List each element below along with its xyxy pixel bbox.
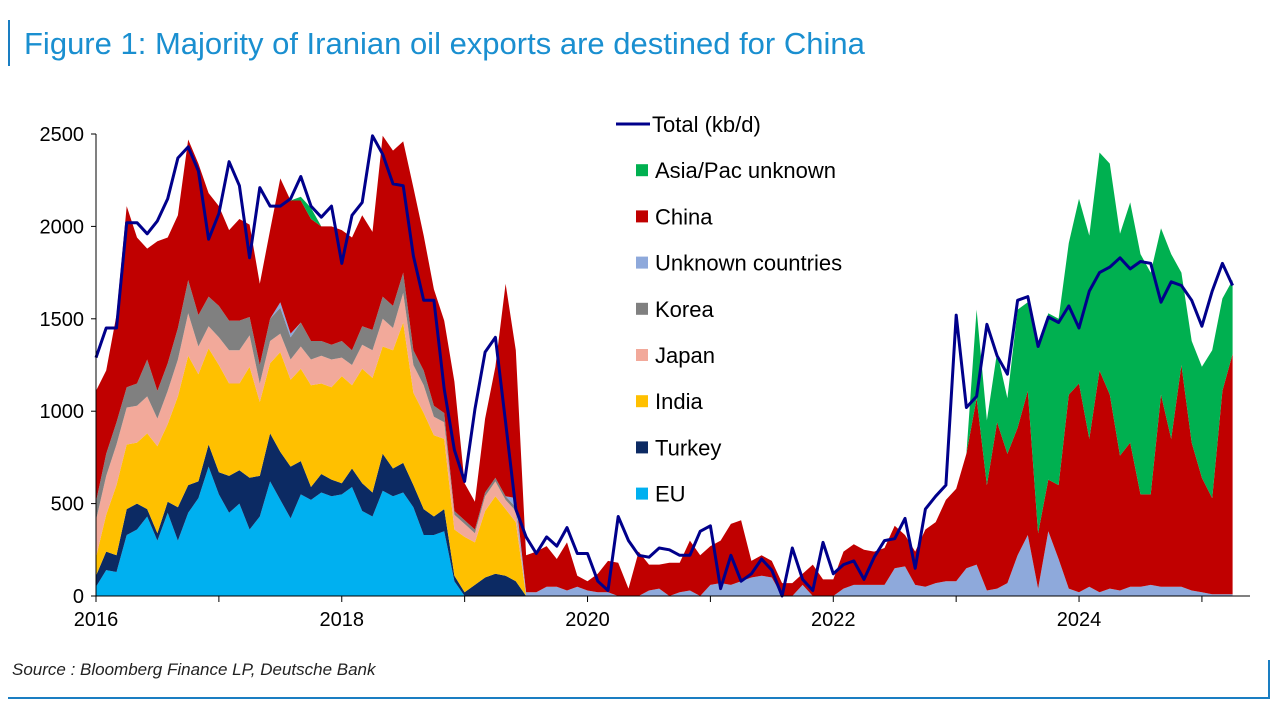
- legend-item-eu: EU: [636, 482, 686, 507]
- legend-item-india: India: [636, 389, 703, 414]
- y-tick-label: 2500: [40, 124, 85, 146]
- total-line-layer: [94, 134, 1234, 598]
- legend-item-china: China: [636, 204, 713, 229]
- legend-swatch: [636, 256, 648, 269]
- page-title: Figure 1: Majority of Iranian oil export…: [24, 26, 865, 61]
- y-tick-label: 2000: [40, 216, 85, 238]
- area-china: [96, 135, 1233, 597]
- source-note: Source : Bloomberg Finance LP, Deutsche …: [12, 660, 376, 679]
- bottom-frame-line: [8, 697, 1270, 699]
- legend-label: Unknown countries: [655, 251, 842, 276]
- legend-label: Total (kb/d): [652, 112, 761, 137]
- area-korea: [96, 272, 1233, 596]
- x-tick-label: 2024: [1057, 609, 1102, 631]
- y-tick-label: 500: [51, 494, 84, 516]
- legend-item-total-kb-d: Total (kb/d): [616, 112, 761, 137]
- y-tick-label: 1500: [40, 309, 85, 331]
- chart-areas: [96, 135, 1233, 597]
- x-tick-label: 2020: [565, 609, 610, 631]
- legend-swatch: [636, 441, 648, 454]
- area-eu: [96, 466, 1233, 596]
- legend-item-turkey: Turkey: [636, 435, 721, 460]
- x-tick-label: 2016: [74, 609, 119, 631]
- y-tick-label: 0: [73, 586, 84, 608]
- legend-swatch: [636, 164, 648, 177]
- legend-item-unknown-countries: Unknown countries: [636, 251, 842, 276]
- legend-swatch: [636, 349, 648, 361]
- legend-swatch: [636, 302, 648, 315]
- legend-label: India: [655, 389, 703, 414]
- legend-item-japan: Japan: [636, 343, 715, 368]
- y-tick-label: 1000: [40, 401, 85, 423]
- x-tick-label: 2018: [320, 609, 365, 631]
- area-turkey: [96, 433, 1233, 596]
- title-frame-bar: [8, 20, 10, 66]
- area-india: [96, 322, 1233, 596]
- legend-swatch: [636, 487, 648, 500]
- legend-label: EU: [655, 482, 686, 507]
- legend-item-asia-pac-unknown: Asia/Pac unknown: [636, 158, 836, 183]
- legend-label: China: [655, 204, 713, 229]
- bottom-frame-tick: [1268, 660, 1270, 699]
- chart-axes: 0 500 1000 1500 2000 2500 2016 2018 2020 2022 2024: [40, 124, 1250, 631]
- x-tick-label: 2022: [811, 609, 856, 631]
- legend-swatch: [636, 210, 648, 223]
- legend-label: Korea: [655, 297, 714, 322]
- legend-label: Japan: [655, 343, 715, 368]
- legend-label: Turkey: [655, 435, 721, 460]
- legend-label: Asia/Pac unknown: [655, 158, 836, 183]
- legend-item-korea: Korea: [636, 297, 714, 322]
- line-total: [94, 134, 1234, 598]
- chart-legend: Total (kb/d) Asia/Pac unknown China Unknown…: [616, 112, 842, 507]
- legend-swatch: [636, 395, 648, 408]
